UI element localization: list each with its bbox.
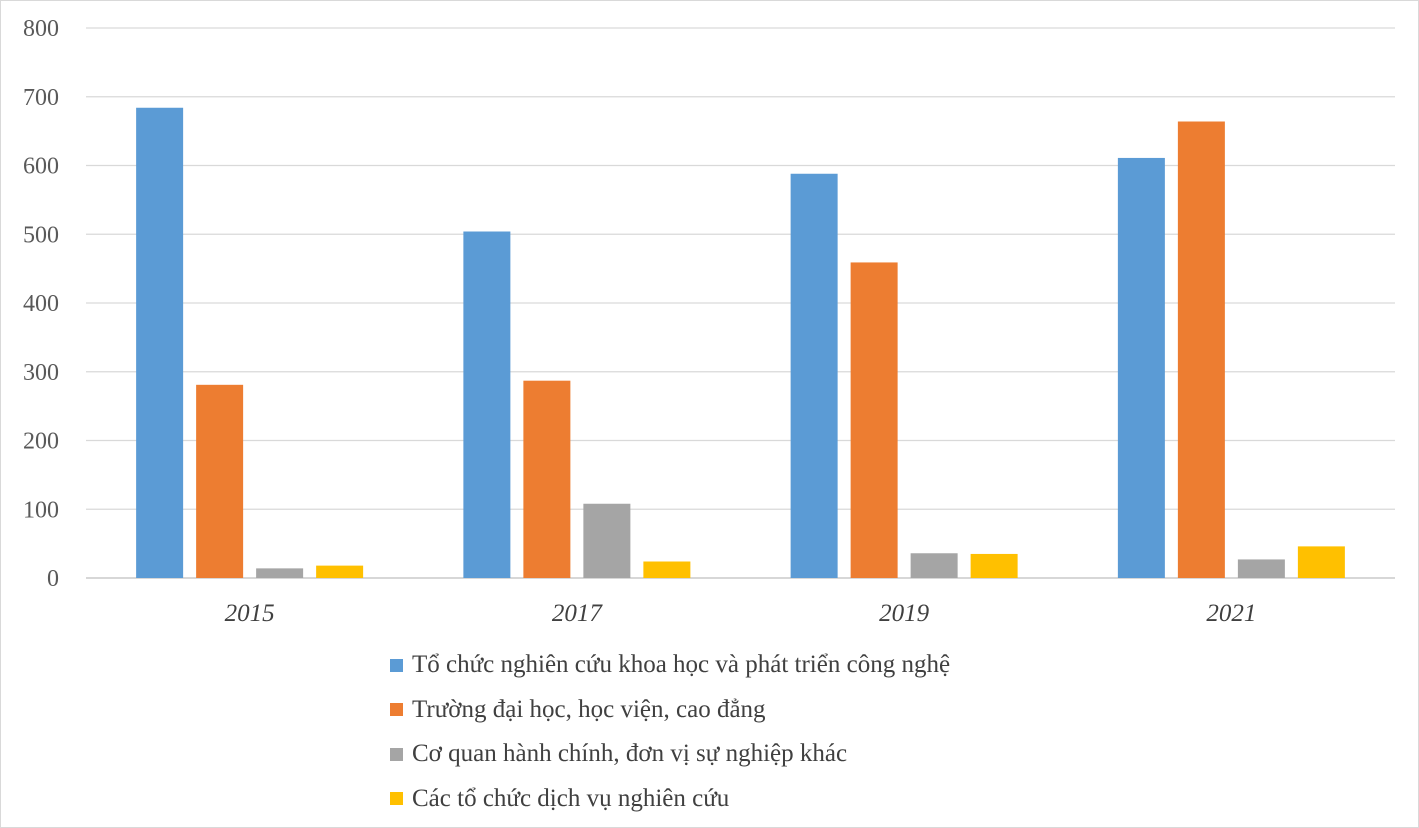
legend-label: Các tổ chức dịch vụ nghiên cứu <box>412 784 730 812</box>
legend-label: Cơ quan hành chính, đơn vị sự nghiệp khá… <box>412 740 848 768</box>
legend-swatch <box>390 747 403 761</box>
bar <box>256 568 304 578</box>
bar <box>583 503 631 578</box>
bar <box>1117 157 1165 578</box>
bar <box>136 107 184 578</box>
bar <box>523 380 571 578</box>
bar <box>790 173 838 578</box>
bar <box>910 553 958 578</box>
legend: Tổ chức nghiên cứu khoa học và phát triể… <box>390 643 950 821</box>
bar <box>1177 121 1225 578</box>
legend-label: Trường đại học, học viện, cao đẳng <box>412 695 766 723</box>
bar <box>643 561 691 578</box>
y-tick-label: 800 <box>23 16 59 42</box>
y-tick-label: 500 <box>23 222 59 248</box>
bar <box>970 553 1018 578</box>
y-tick-label: 700 <box>23 85 59 111</box>
bar <box>850 262 898 578</box>
y-tick-label: 200 <box>23 429 59 455</box>
bar <box>1297 546 1345 578</box>
x-tick-label: 2019 <box>879 600 930 627</box>
bar-chart: 0 100 200 300 400 500 600 700 800 2015 2017 2019 202… <box>23 16 1395 627</box>
legend-label: Tổ chức nghiên cứu khoa học và phát triể… <box>412 651 951 679</box>
bar <box>1237 559 1285 578</box>
legend-swatch <box>390 792 403 806</box>
legend-item: Các tổ chức dịch vụ nghiên cứu <box>390 777 950 822</box>
x-tick-label: 2021 <box>1206 600 1256 627</box>
legend-item: Cơ quan hành chính, đơn vị sự nghiệp khá… <box>390 732 950 777</box>
y-tick-label: 0 <box>47 566 59 592</box>
y-tick-label: 100 <box>23 497 59 523</box>
legend-swatch <box>390 658 403 672</box>
y-tick-label: 300 <box>23 360 59 386</box>
y-tick-label: 600 <box>23 154 59 180</box>
bar <box>463 231 511 578</box>
y-tick-label: 400 <box>23 291 59 317</box>
bar <box>196 384 244 578</box>
legend-item: Tổ chức nghiên cứu khoa học và phát triể… <box>390 643 950 688</box>
legend-swatch <box>390 703 403 717</box>
x-tick-label: 2015 <box>225 600 275 627</box>
legend-item: Trường đại học, học viện, cao đẳng <box>390 688 950 733</box>
x-tick-label: 2017 <box>552 600 604 627</box>
bar <box>316 565 364 578</box>
